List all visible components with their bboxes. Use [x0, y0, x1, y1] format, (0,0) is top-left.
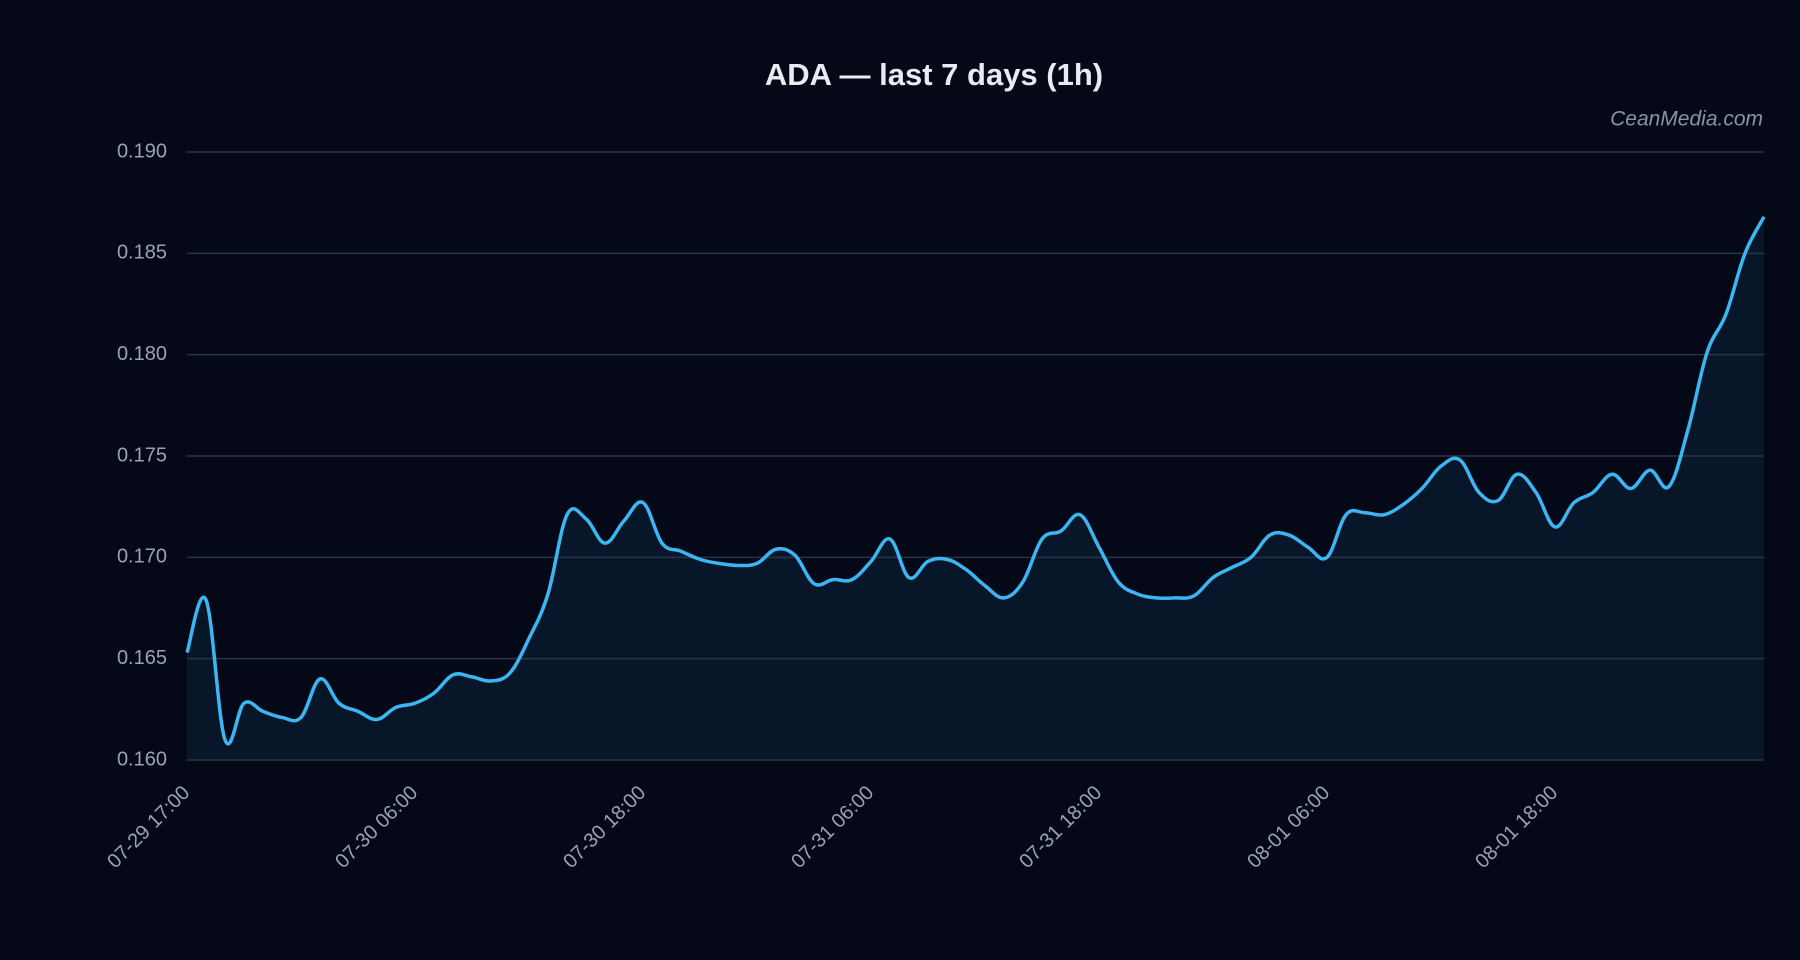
y-tick-label: 0.160	[117, 748, 167, 770]
x-tick-label: 08-01 06:00	[1243, 782, 1334, 873]
x-tick-label: 07-30 18:00	[559, 782, 650, 873]
y-tick-label: 0.175	[117, 444, 167, 466]
watermark: CeanMedia.com	[1610, 108, 1763, 131]
x-tick-label: 07-31 18:00	[1015, 782, 1106, 873]
chart-title: ADA — last 7 days (1h)	[765, 57, 1103, 92]
y-tick-label: 0.185	[117, 242, 167, 264]
y-tick-label: 0.180	[117, 343, 167, 365]
x-tick-label: 07-29 17:00	[103, 782, 194, 873]
y-tick-label: 0.165	[117, 647, 167, 669]
x-tick-label: 07-31 06:00	[787, 782, 878, 873]
y-tick-label: 0.170	[117, 546, 167, 568]
y-tick-label: 0.190	[117, 140, 167, 162]
line	[185, 216, 1766, 746]
area	[187, 216, 1764, 760]
x-tick-label: 07-30 06:00	[331, 782, 422, 873]
grid	[187, 151, 1764, 761]
x-tick-label: 08-01 18:00	[1471, 782, 1562, 873]
